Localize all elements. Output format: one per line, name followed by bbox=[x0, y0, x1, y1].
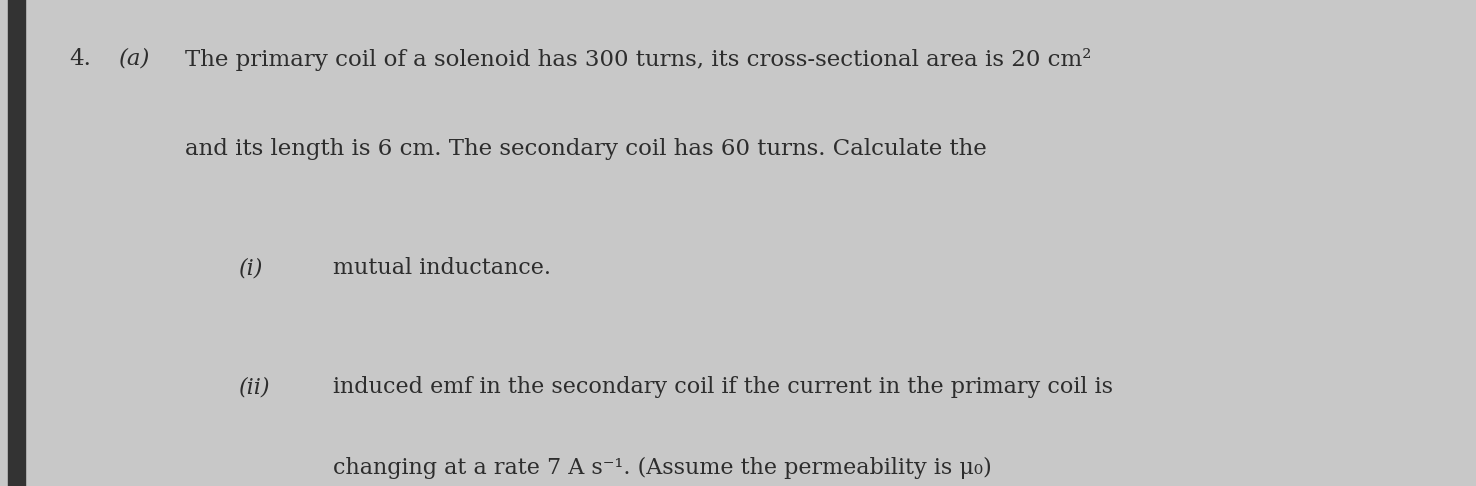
Text: mutual inductance.: mutual inductance. bbox=[334, 257, 551, 279]
Text: 4.: 4. bbox=[69, 48, 92, 69]
Text: (a): (a) bbox=[120, 48, 151, 69]
Text: (ii): (ii) bbox=[239, 376, 270, 399]
Text: The primary coil of a solenoid has 300 turns, its cross-sectional area is 20 cm²: The primary coil of a solenoid has 300 t… bbox=[186, 48, 1092, 71]
Text: $\langle$: $\langle$ bbox=[7, 217, 19, 249]
Text: changing at a rate 7 A s⁻¹. (Assume the permeability is μ₀): changing at a rate 7 A s⁻¹. (Assume the … bbox=[334, 457, 992, 479]
Text: induced emf in the secondary coil if the current in the primary coil is: induced emf in the secondary coil if the… bbox=[334, 376, 1113, 399]
Text: (i): (i) bbox=[239, 257, 263, 279]
Text: and its length is 6 cm. The secondary coil has 60 turns. Calculate the: and its length is 6 cm. The secondary co… bbox=[186, 138, 987, 160]
Bar bbox=[7, 0, 25, 486]
